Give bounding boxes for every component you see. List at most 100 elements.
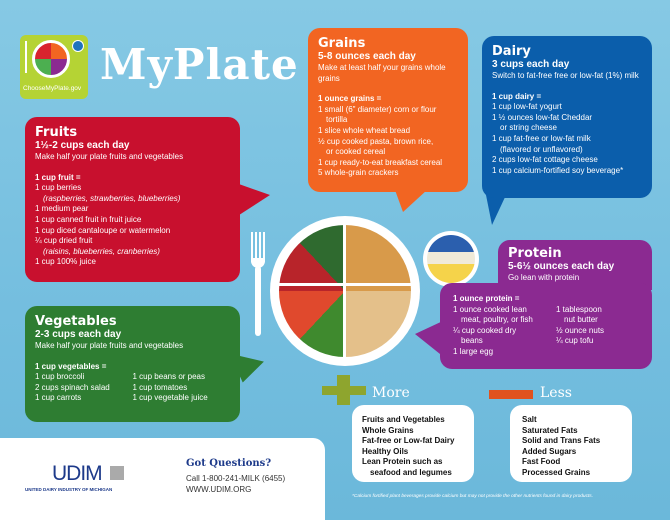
dairy-tip: Switch to fat-free free or low-fat (1%) …: [492, 71, 639, 80]
more-item: Fat-free or Low-fat Dairy: [362, 436, 455, 445]
protein-item: nut butter: [564, 315, 598, 325]
dairy-item: or string cheese: [500, 123, 557, 133]
fruits-item: 1 cup 100% juice: [35, 257, 96, 267]
dairy-logo-icon: [72, 40, 84, 52]
dairy-box: Dairy 3 cups each day Switch to fat-free…: [482, 36, 652, 198]
grains-item: ½ cup cooked pasta, brown rice,: [318, 136, 434, 146]
vegetables-item: 1 cup carrots: [35, 393, 82, 403]
fruits-item: (raisins, blueberries, cranberries): [43, 246, 160, 256]
dairy-item: 1 cup low-fat yogurt: [492, 102, 562, 112]
vegetables-amount: 2-3 cups each day: [35, 329, 122, 340]
protein-box-bottom: [440, 283, 652, 369]
protein-item: meat, poultry, or fish: [461, 315, 533, 325]
udim-org-name: UNITED DAIRY INDUSTRY OF MICHIGAN: [25, 487, 113, 492]
protein-amount: 5-6½ ounces each day: [508, 261, 615, 272]
more-item: Fruits and Vegetables: [362, 415, 445, 424]
footer-phone[interactable]: Call 1-800-241-MILK (6455): [186, 474, 286, 483]
dairy-item: 1 ½ ounces low-fat Cheddar: [492, 112, 593, 122]
protein-title: Protein: [508, 246, 562, 261]
grains-title: Grains: [318, 36, 366, 51]
vegetables-item: 1 cup broccoli: [35, 372, 85, 382]
udim-logo: UDIM: [52, 462, 103, 485]
dairy-item: 2 cups low-fat cottage cheese: [492, 155, 598, 165]
protein-item: ½ ounce nuts: [556, 325, 605, 335]
protein-item: ¼ cup tofu: [556, 336, 594, 346]
grains-box: Grains 5-8 ounces each day Make at least…: [308, 28, 468, 192]
grains-tip: Make at least half your grains whole gra…: [318, 63, 446, 83]
more-item: Lean Protein such as: [362, 457, 443, 466]
minus-icon: [489, 390, 533, 399]
more-box: Fruits and Vegetables Whole Grains Fat-f…: [352, 405, 474, 482]
fork-icon: [251, 232, 265, 336]
protein-item: 1 large egg: [453, 346, 494, 356]
protein-item: 1 tablespoon: [556, 304, 602, 314]
plate-logo-icon: [32, 40, 70, 78]
vegetables-pointer: [236, 330, 266, 342]
less-item: Salt: [522, 415, 537, 424]
vegetables-item: 2 cups spinach salad: [35, 382, 110, 392]
grains-item: 5 whole-grain crackers: [318, 168, 399, 178]
grains-amount: 5-8 ounces each day: [318, 51, 416, 62]
protein-body: 1 ounce protein = 1 ounce cooked lean me…: [443, 290, 648, 362]
footnote: *Calcium fortified plant beverages provi…: [352, 494, 594, 499]
footer-heading: Got Questions?: [186, 458, 272, 469]
vegetables-box: Vegetables 2-3 cups each day Make half y…: [25, 306, 240, 422]
vegetables-item: 1 cup beans or peas: [132, 372, 206, 382]
less-label: Less: [540, 385, 572, 401]
protein-item: ¼ cup cooked dry: [453, 325, 517, 335]
more-item: Healthy Oils: [362, 446, 409, 456]
fruits-title: Fruits: [35, 125, 78, 140]
fruits-amount: 1½-2 cups each day: [35, 140, 130, 151]
grains-item: or cooked cereal: [326, 147, 386, 157]
less-item: Saturated Fats: [522, 425, 578, 435]
logo-text: ChooseMyPlate.gov: [23, 85, 82, 92]
footer-panel: UDIM UNITED DAIRY INDUSTRY OF MICHIGAN G…: [0, 438, 325, 520]
grains-item: tortilla: [326, 115, 348, 125]
food-plate: [270, 216, 420, 366]
dairy-lead: 1 cup dairy =: [492, 91, 542, 101]
udim-logo-mark-icon: [110, 466, 124, 480]
grains-item: 1 small (6" diameter) corn or flour: [318, 104, 437, 114]
vegetables-item: 1 cup vegetable juice: [132, 393, 208, 403]
vegetables-title: Vegetables: [35, 314, 117, 329]
dairy-amount: 3 cups each day: [492, 59, 570, 70]
vegetables-item: 1 cup tomatoes: [132, 382, 188, 392]
less-item: Fast Food: [522, 457, 561, 466]
more-label: More: [372, 385, 410, 401]
grains-item: 1 cup ready-to-eat breakfast cereal: [318, 157, 443, 167]
vegetables-tip: Make half your plate fruits and vegetabl…: [35, 341, 184, 350]
less-item: Processed Grains: [522, 467, 591, 477]
fruits-pointer: [236, 183, 270, 217]
protein-box-top: [498, 240, 652, 290]
fruits-box: Fruits 1½-2 cups each day Make half your…: [25, 117, 240, 282]
less-item: Added Sugars: [522, 446, 577, 456]
protein-item: beans: [461, 336, 483, 346]
page-title: MyPlate: [100, 40, 299, 89]
fruits-item: (raspberries, strawberries, blueberries): [43, 193, 181, 203]
grains-pointer: [395, 190, 427, 212]
dairy-item: 1 cup calcium-fortified soy beverage*: [492, 165, 624, 175]
fruits-lead: 1 cup fruit =: [35, 172, 81, 182]
footer-website[interactable]: WWW.UDIM.ORG: [186, 485, 252, 494]
dairy-foods-image: [423, 231, 479, 287]
protein-header: Protein 5-6½ ounces each day Go lean wit…: [498, 240, 652, 290]
vegetables-lead: 1 cup vegetables =: [35, 361, 107, 371]
fruits-item: 1 cup canned fruit in fruit juice: [35, 214, 142, 224]
protein-item: 1 ounce cooked lean: [453, 304, 527, 314]
fruits-item: 1 cup berries: [35, 183, 82, 193]
plus-icon: [322, 375, 366, 405]
plate-food-image: [279, 225, 411, 357]
less-item: Solid and Trans Fats: [522, 436, 601, 445]
protein-tip: Go lean with protein: [508, 273, 580, 282]
more-item: seafood and legumes: [370, 467, 452, 477]
dairy-title: Dairy: [492, 44, 531, 59]
fruits-item: ¼ cup dried fruit: [35, 236, 93, 246]
dairy-item: 1 cup fat-free or low-fat milk: [492, 133, 591, 143]
grains-lead: 1 ounce grains =: [318, 94, 382, 104]
dairy-item: (flavored or unflavored): [500, 144, 583, 154]
more-item: Whole Grains: [362, 425, 414, 435]
less-box: Salt Saturated Fats Solid and Trans Fats…: [510, 405, 632, 482]
protein-lead: 1 ounce protein =: [453, 294, 520, 303]
grains-item: 1 slice whole wheat bread: [318, 125, 411, 135]
fruits-item: 1 medium pear: [35, 204, 89, 214]
